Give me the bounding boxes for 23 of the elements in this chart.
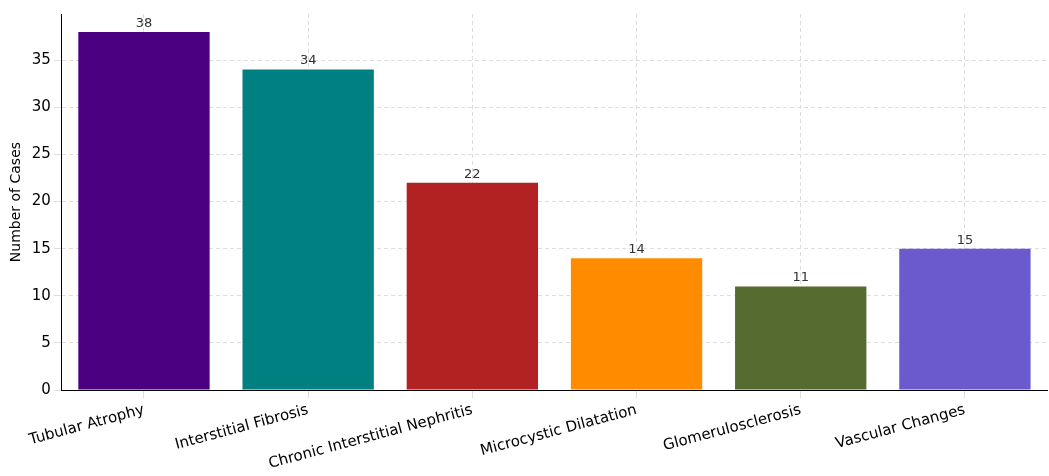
- y-tick-label: 30: [31, 97, 51, 116]
- data-label: 14: [628, 241, 645, 257]
- y-axis-title: Number of Cases: [7, 141, 24, 263]
- x-tick-label: Vascular Changes: [833, 399, 968, 452]
- y-tick-label: 35: [31, 50, 51, 69]
- bar: [406, 182, 539, 390]
- bar: [899, 248, 1031, 390]
- y-tick-label: 25: [31, 144, 51, 163]
- bar: [78, 31, 210, 390]
- data-label: 11: [792, 269, 809, 285]
- data-label: 15: [956, 231, 974, 247]
- bar: [570, 258, 703, 390]
- y-tick-label: 20: [31, 191, 51, 210]
- y-tick-label: 15: [31, 238, 51, 257]
- y-tick-label: 10: [31, 285, 51, 304]
- data-label: 34: [299, 52, 317, 68]
- bar: [735, 286, 867, 390]
- y-tick-label: 0: [41, 379, 51, 398]
- y-tick-label: 5: [41, 332, 51, 351]
- x-tick-label: Tubular Atrophy: [25, 400, 147, 449]
- data-label: 38: [135, 14, 153, 30]
- bar: [242, 69, 374, 390]
- data-label: 22: [464, 165, 481, 181]
